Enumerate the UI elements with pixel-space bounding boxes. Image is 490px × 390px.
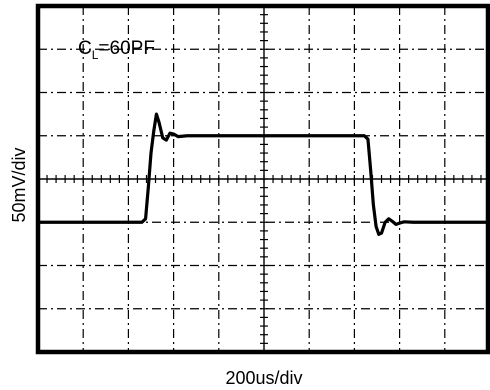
plot-frame: [35, 3, 490, 355]
annotation-label: CL=60PF: [78, 38, 155, 62]
x-axis-label: 200us/div: [225, 368, 302, 388]
annotation-rest: =60PF: [98, 38, 155, 59]
voltage-trace: [36, 112, 490, 236]
annotation-main: C: [78, 38, 92, 59]
y-axis-label: 50mV/div: [9, 147, 29, 222]
annotation-subscript: L: [92, 48, 99, 62]
